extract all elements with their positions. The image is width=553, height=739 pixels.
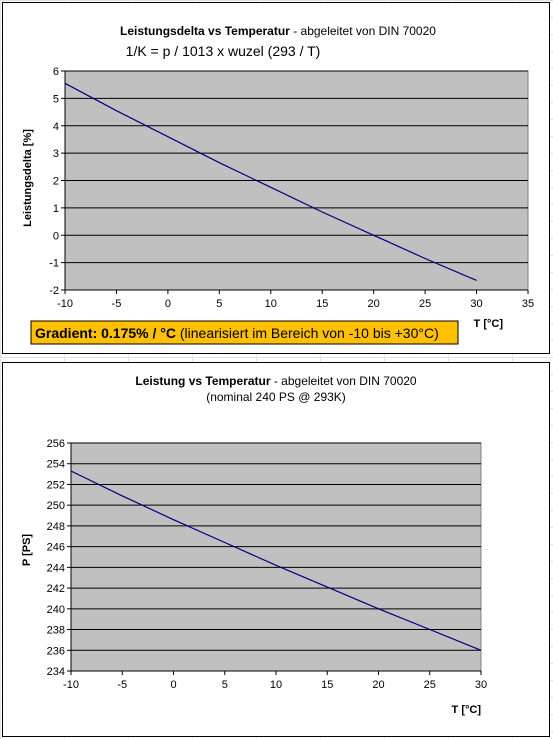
- chart2-xtick-label: 20: [372, 679, 384, 691]
- chart2-xtick-label: -5: [117, 679, 127, 691]
- chart2-subtitle: (nominal 240 PS @ 293K): [206, 390, 346, 404]
- chart1-xtick-label: 5: [216, 298, 222, 310]
- chart2-ytick-label: 256: [47, 438, 65, 450]
- chart2-ytick-label: 248: [47, 521, 65, 533]
- chart2-ytick-label: 246: [47, 542, 65, 554]
- chart2-ytick-label: 234: [47, 666, 65, 678]
- chart1-xtick-label: 35: [522, 298, 534, 310]
- chart1-ytick-label: 0: [53, 230, 59, 242]
- chart1-ylabel: Leistungsdelta [%]: [22, 129, 34, 227]
- chart1-xtick-label: 0: [165, 298, 171, 310]
- chart2-xtick-label: -10: [63, 679, 79, 691]
- chart1-xtick-label: -5: [112, 298, 122, 310]
- chart2-xtick-label: 5: [222, 679, 228, 691]
- chart2-ylabel: P [PS]: [21, 534, 33, 567]
- chart2-series-line: [70, 470, 482, 651]
- chart2-xtick-label: 30: [475, 679, 487, 691]
- chart1-ytick-label: 4: [53, 121, 59, 133]
- chart2-xlabel: T [°C]: [452, 704, 482, 716]
- chart1-series-line: [64, 82, 477, 281]
- chart2-plot: 234236238240242244246248250252254256-10-…: [47, 438, 487, 691]
- chart1-subtitle: 1/K = p / 1013 x wuzel (293 / T): [126, 43, 321, 59]
- chart1-xtick-label: -10: [57, 298, 73, 310]
- chart1-xtick-label: 25: [419, 298, 431, 310]
- chart1-xtick-label: 30: [470, 298, 482, 310]
- chart-leistung: Leistung vs Temperatur - abgeleitet von …: [2, 362, 550, 737]
- chart2-plot-area: [70, 442, 482, 672]
- chart2-title: Leistung vs Temperatur - abgeleitet von …: [135, 374, 417, 388]
- chart-leistung-svg: Leistung vs Temperatur - abgeleitet von …: [21, 374, 487, 716]
- gradient-annotation: Gradient: 0.175% / °C (linearisiert im B…: [35, 325, 439, 341]
- chart2-xtick-label: 15: [321, 679, 333, 691]
- chart2-ytick-label: 244: [47, 562, 65, 574]
- chart1-ytick-label: 5: [53, 93, 59, 105]
- chart1-xlabel: T [°C]: [474, 318, 504, 330]
- chart2-ytick-label: 242: [47, 583, 65, 595]
- chart2-ytick-label: 238: [47, 625, 65, 637]
- chart2-ytick-label: 240: [47, 604, 65, 616]
- chart1-xtick-label: 10: [265, 298, 277, 310]
- chart1-ytick-label: 6: [53, 66, 59, 78]
- chart1-ytick-label: 3: [53, 148, 59, 160]
- chart2-ytick-label: 250: [47, 500, 65, 512]
- chart2-xtick-label: 25: [424, 679, 436, 691]
- chart2-ytick-label: 252: [47, 479, 65, 491]
- chart1-xtick-label: 15: [316, 298, 328, 310]
- gradient-annotation-box: [30, 320, 459, 345]
- chart-leistungsdelta-svg: Leistungsdelta vs Temperatur - abgeleite…: [22, 24, 534, 345]
- chart1-ytick-label: 2: [53, 176, 59, 188]
- chart2-xtick-label: 10: [270, 679, 282, 691]
- chart2-ytick-label: 236: [47, 645, 65, 657]
- chart1-ytick-label: -2: [49, 285, 59, 297]
- chart1-ytick-label: -1: [49, 258, 59, 270]
- chart1-xtick-label: 20: [368, 298, 380, 310]
- chart2-ytick-label: 254: [47, 459, 65, 471]
- chart-leistungsdelta: Leistungsdelta vs Temperatur - abgeleite…: [2, 2, 550, 354]
- chart1-ytick-label: 1: [53, 203, 59, 215]
- chart1-title: Leistungsdelta vs Temperatur - abgeleite…: [120, 24, 436, 38]
- chart2-xtick-label: 0: [170, 679, 176, 691]
